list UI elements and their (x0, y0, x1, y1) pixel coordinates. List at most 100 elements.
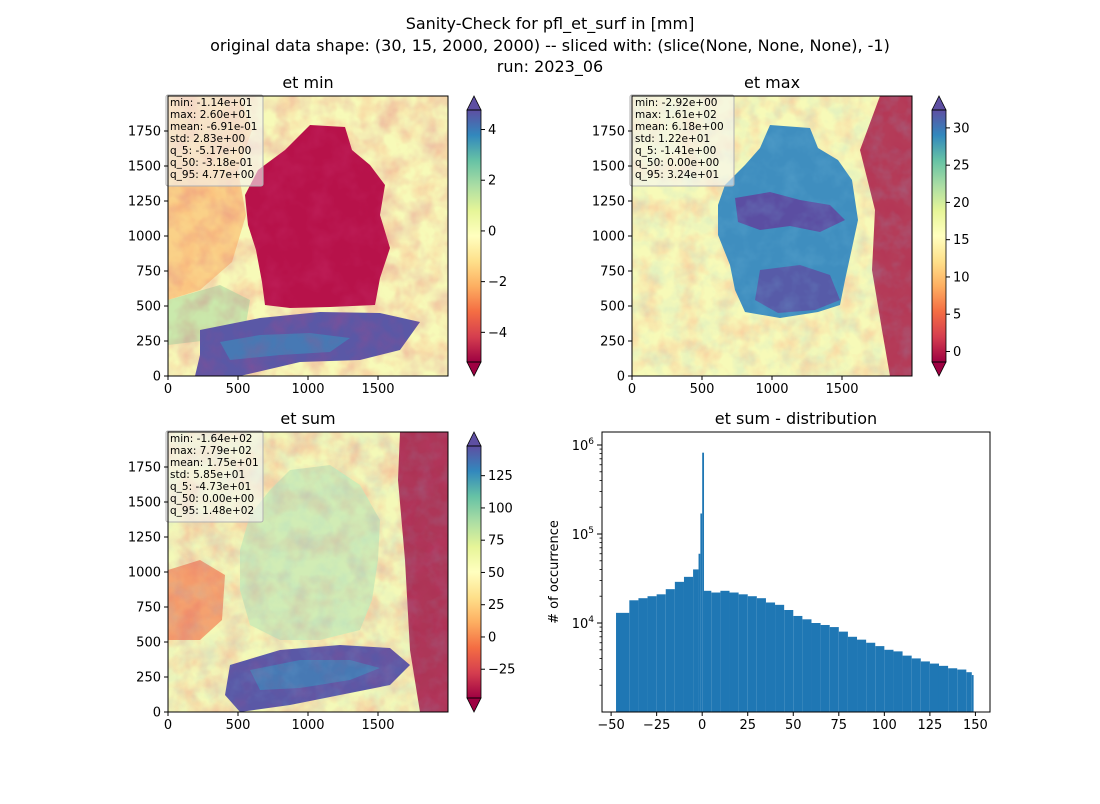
histogram-bar (811, 623, 821, 712)
panel-et-sum: et sum min: -1.64e+02 max: 7.79e+02 mean… (128, 409, 516, 733)
histogram-bar (893, 651, 903, 712)
x-tick-label: 0 (628, 382, 636, 397)
panel-title: et max (744, 73, 800, 92)
colorbar-tick-label: 15 (953, 233, 970, 248)
panel-et-min: et min min: -1.14e+01 max: 2.60e+01 mean… (128, 73, 507, 397)
figure-title-line-1: Sanity-Check for pfl_et_surf in [mm] (406, 14, 695, 34)
stats-line: q_5: -5.17e+00 (170, 145, 251, 157)
panel-title: et sum (280, 409, 335, 428)
y-tick-label: 0 (153, 706, 161, 721)
colorbar-extend-min (466, 361, 482, 377)
histogram-bar (793, 615, 803, 712)
x-axis: −50 −25 0 25 50 75 100 125 150 (597, 712, 988, 733)
y-tick-label: 1250 (592, 195, 625, 210)
x-tick-label: 1000 (291, 718, 324, 733)
histogram-bar (702, 452, 705, 712)
axes-frame (601, 431, 991, 713)
stats-line: std: 1.22e+01 (635, 133, 710, 145)
y-tick-label: 1000 (592, 230, 625, 245)
y-axis: 0 250 500 750 1000 1250 1500 1750 (128, 125, 168, 385)
histogram-bar (698, 553, 701, 712)
y-axis-label: # of occurrence (547, 520, 562, 624)
colorbar-tick-label: 25 (488, 598, 505, 613)
histogram-bar (820, 624, 830, 712)
histogram-bar (948, 668, 958, 712)
histogram-bar (638, 598, 648, 712)
y-tick-label: 500 (136, 636, 161, 651)
colorbar-tick-label: 0 (488, 224, 496, 239)
histogram-bar (747, 596, 757, 712)
colorbar-tick-label: 125 (488, 469, 513, 484)
histogram-bar (756, 598, 766, 712)
histogram-bar (683, 576, 694, 712)
y-tick-label: 1250 (128, 195, 161, 210)
stats-line: q_5: -1.41e+00 (635, 145, 716, 157)
x-tick-label: 100 (872, 718, 897, 733)
x-tick-label: 1500 (361, 718, 394, 733)
y-tick-label: 1750 (592, 125, 625, 140)
stats-box: min: -1.14e+01 max: 2.60e+01 mean: -6.91… (165, 94, 264, 187)
colorbar-extend-min (466, 697, 482, 713)
y-tick-label: 500 (600, 300, 625, 315)
histogram-bar (775, 604, 785, 712)
histogram-bar (829, 627, 839, 712)
colorbar-tick-label: 50 (488, 566, 505, 581)
histogram-bar (866, 642, 876, 712)
y-tick-label-exponent: 5 (588, 526, 594, 536)
stats-box-frame (165, 94, 264, 187)
histogram-bar (693, 569, 699, 712)
histogram-bar (700, 513, 703, 712)
stats-line: min: -1.64e+02 (170, 433, 252, 445)
histogram-bar (647, 596, 657, 712)
stats-box-frame (165, 430, 264, 523)
stats-line: mean: 1.75e+01 (170, 457, 259, 469)
histogram-bar (704, 590, 712, 712)
colorbar-tick-label: 75 (488, 534, 505, 549)
figure-title-line-3: run: 2023_06 (497, 57, 603, 77)
colorbar-frame (931, 109, 947, 363)
colorbar-tick-label: 100 (488, 501, 513, 516)
x-tick-label: 75 (831, 718, 848, 733)
x-tick-label: 0 (164, 382, 172, 397)
y-axis: 0 250 500 750 1000 1250 1500 1750 (592, 125, 632, 385)
colorbar-gradient (932, 110, 946, 362)
y-tick-label-exponent: 4 (588, 615, 594, 625)
colorbar-gradient (467, 110, 481, 362)
histogram-bar (838, 631, 848, 712)
histogram-bar (920, 661, 930, 712)
figure-title: Sanity-Check for pfl_et_surf in [mm] ori… (210, 14, 890, 77)
x-tick-label: 25 (739, 718, 756, 733)
stats-line: max: 2.60e+01 (170, 109, 252, 121)
x-tick-label: 150 (963, 718, 988, 733)
panel-et-sum-distribution: et sum - distribution # of occurrence −5… (547, 409, 991, 733)
colorbar: 0 5 10 15 20 25 30 (931, 95, 970, 377)
histogram-bar (938, 665, 949, 712)
stats-line: max: 1.61e+02 (635, 109, 717, 121)
stats-line: q_50: -3.18e-01 (170, 157, 253, 169)
y-tick-label: 500 (136, 300, 161, 315)
y-tick-label: 104 (572, 615, 595, 632)
y-tick-label-exponent: 6 (588, 437, 594, 447)
histogram-bar (720, 590, 730, 712)
colorbar: −25 0 25 50 75 100 125 (466, 431, 515, 713)
y-tick-label: 1500 (592, 160, 625, 175)
stats-box: min: -2.92e+00 max: 1.61e+02 mean: 6.18e… (629, 94, 735, 187)
stats-line: q_95: 1.48e+02 (170, 505, 254, 517)
x-tick-label: 0 (164, 718, 172, 733)
histogram-bar (711, 592, 721, 712)
y-tick-label: 1250 (128, 531, 161, 546)
stats-line: mean: 6.18e+00 (635, 121, 724, 133)
histogram-bar (847, 636, 858, 712)
panel-et-max: et max min: -2.92e+00 max: 1.61e+02 mean… (592, 73, 970, 397)
stats-line: std: 2.83e+00 (170, 133, 245, 145)
x-tick-label: 500 (690, 382, 715, 397)
y-tick-label-base: 10 (572, 528, 589, 543)
histogram-bar (929, 663, 939, 712)
y-tick-label: 750 (600, 265, 625, 280)
histogram-bar (957, 669, 967, 712)
histogram-bar (674, 581, 684, 712)
colorbar-gradient (467, 446, 481, 698)
y-axis: 0 250 500 750 1000 1250 1500 1750 (128, 461, 168, 721)
